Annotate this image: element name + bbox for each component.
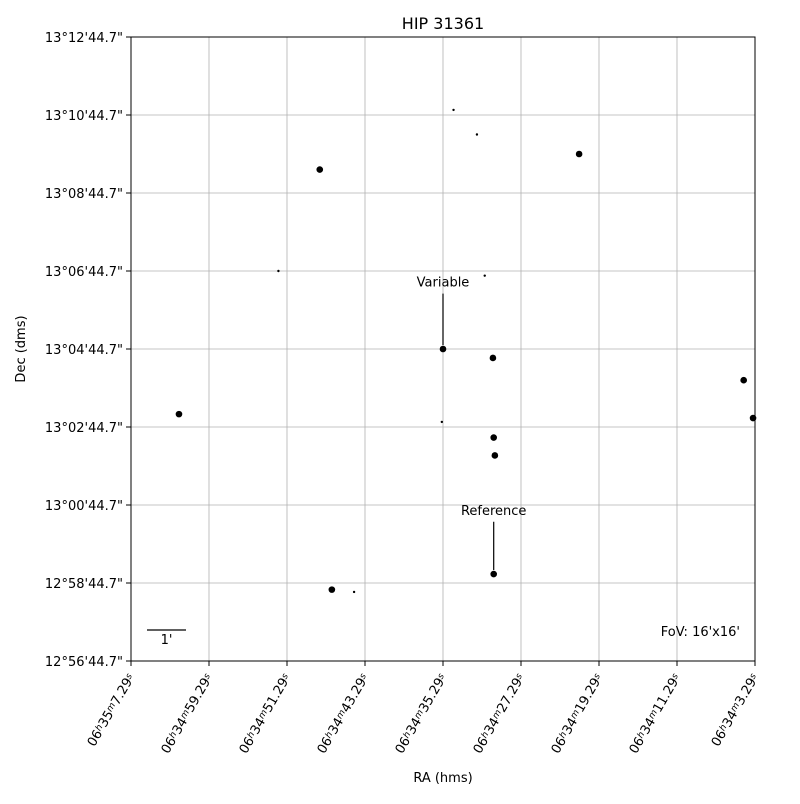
x-axis-label: RA (hms) [413, 771, 472, 786]
y-tick-label: 13°10'44.7" [45, 109, 123, 124]
star-point [490, 434, 498, 441]
star-point [491, 452, 499, 459]
star-point [575, 150, 583, 158]
annotations-layer: Variable Reference [417, 276, 526, 571]
star-point [475, 133, 479, 136]
star-point [316, 166, 324, 173]
y-tick-label: 13°04'44.7" [45, 343, 123, 358]
y-tick-label: 13°06'44.7" [45, 265, 123, 280]
y-tick-label: 13°08'44.7" [45, 187, 123, 202]
star-point [483, 274, 486, 277]
y-tick-label: 13°00'44.7" [45, 499, 123, 514]
star-point [490, 570, 498, 578]
star-point [489, 354, 497, 362]
y-tick-label: 12°58'44.7" [45, 577, 123, 592]
annotation-label: Reference [461, 504, 526, 519]
y-tick-label: 13°02'44.7" [45, 421, 123, 436]
star-point [175, 410, 183, 418]
star-point [740, 376, 747, 384]
scale-bar-label: 1' [161, 633, 173, 648]
star-point [452, 108, 455, 112]
star-point [440, 420, 444, 424]
annotation-label: Variable [417, 276, 470, 291]
y-axis-label: Dec (dms) [14, 315, 29, 382]
fov-label: FoV: 16'x16' [661, 625, 740, 640]
y-tick-label: 13°12'44.7" [45, 31, 123, 46]
chart-title: HIP 31361 [402, 14, 484, 33]
y-tick-labels: 13°12'44.7" 13°10'44.7" 13°08'44.7" 13°06'4… [45, 31, 123, 670]
star-point [328, 586, 336, 593]
star-point [439, 345, 447, 353]
y-tick-label: 12°56'44.7" [45, 655, 123, 670]
tick-marks [126, 36, 756, 666]
star-point [277, 269, 280, 273]
star-point [352, 590, 356, 594]
